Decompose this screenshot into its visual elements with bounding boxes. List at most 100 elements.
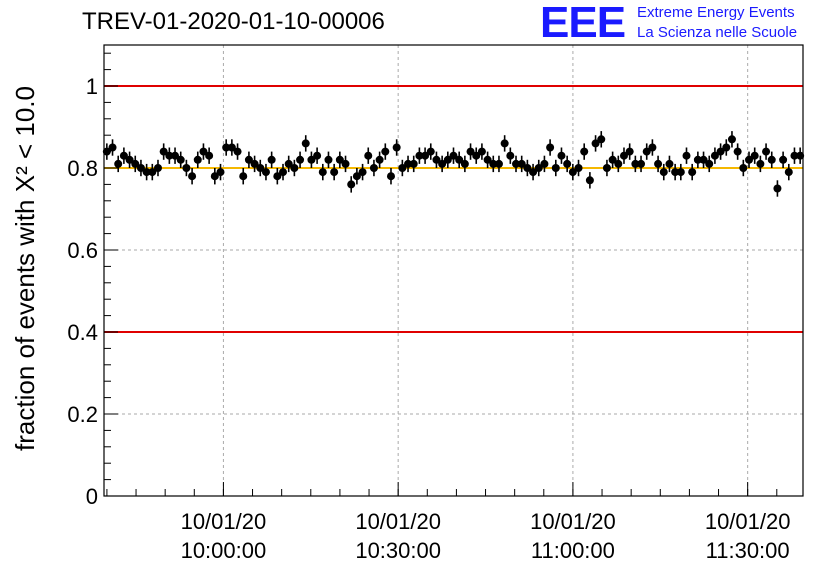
chart-title: TREV-01-2020-01-10-00006 bbox=[82, 8, 385, 35]
logo-line-1: Extreme Energy Events bbox=[637, 4, 795, 21]
data-point bbox=[443, 155, 452, 164]
data-point bbox=[142, 168, 151, 177]
data-point bbox=[222, 143, 231, 152]
data-point bbox=[580, 147, 589, 156]
data-point bbox=[199, 147, 208, 156]
data-point bbox=[131, 159, 140, 168]
data-point bbox=[654, 159, 663, 168]
data-point bbox=[489, 159, 498, 168]
data-point bbox=[324, 155, 333, 164]
data-point bbox=[705, 159, 714, 168]
data-point bbox=[710, 151, 719, 160]
data-point bbox=[119, 151, 128, 160]
data-point bbox=[313, 151, 322, 160]
x-tick-time: 10:00:00 bbox=[181, 538, 267, 563]
data-point bbox=[699, 155, 708, 164]
data-point bbox=[210, 172, 219, 181]
y-tick-label: 0.4 bbox=[67, 320, 98, 345]
data-point bbox=[551, 164, 560, 172]
data-point bbox=[568, 168, 577, 177]
data-point bbox=[341, 159, 350, 168]
eee-logo-mark: EEE bbox=[540, 0, 626, 47]
y-tick-label: 0 bbox=[86, 484, 98, 509]
data-point bbox=[466, 147, 475, 156]
data-point bbox=[318, 168, 327, 177]
x-tick-time: 10:30:00 bbox=[355, 538, 441, 563]
data-point bbox=[671, 168, 680, 177]
data-point bbox=[279, 168, 288, 177]
eee-logo-text: Extreme Energy Events La Scienza nelle S… bbox=[637, 3, 797, 43]
data-point bbox=[455, 155, 464, 164]
y-axis: 0 0.2 0.4 0.6 0.8 1 bbox=[67, 52, 118, 509]
data-point bbox=[375, 155, 384, 164]
data-point bbox=[148, 168, 157, 177]
x-tick-date: 10/01/20 bbox=[705, 509, 791, 534]
data-point bbox=[301, 139, 310, 148]
data-point bbox=[739, 164, 748, 172]
data-point bbox=[426, 147, 435, 156]
data-point bbox=[756, 159, 765, 168]
data-point bbox=[693, 155, 702, 164]
data-point bbox=[347, 180, 356, 189]
data-point bbox=[733, 147, 742, 156]
data-point bbox=[330, 168, 339, 177]
data-point bbox=[722, 143, 731, 152]
data-point bbox=[432, 155, 441, 164]
data-point bbox=[176, 155, 185, 164]
data-point bbox=[171, 151, 180, 160]
plot-frame bbox=[103, 44, 804, 497]
data-point bbox=[114, 159, 123, 168]
data-point bbox=[449, 151, 458, 160]
data-points bbox=[102, 131, 805, 197]
data-point bbox=[267, 155, 276, 164]
data-point bbox=[779, 155, 788, 164]
logo-line-2: La Scienza nelle Scuole bbox=[637, 24, 798, 41]
data-point bbox=[244, 155, 253, 164]
data-point bbox=[773, 184, 782, 193]
data-point bbox=[676, 168, 685, 177]
data-point bbox=[227, 143, 236, 152]
reference-lines bbox=[104, 85, 803, 333]
data-point bbox=[796, 151, 805, 160]
data-point bbox=[494, 159, 503, 168]
data-point bbox=[477, 147, 486, 156]
data-point bbox=[398, 164, 407, 172]
data-point bbox=[250, 159, 259, 168]
data-point bbox=[529, 168, 538, 177]
data-point bbox=[335, 155, 344, 164]
data-point bbox=[364, 151, 373, 160]
data-point bbox=[597, 135, 606, 144]
data-point bbox=[625, 147, 634, 156]
data-point bbox=[256, 164, 265, 172]
data-point bbox=[415, 151, 424, 160]
data-point bbox=[727, 135, 736, 144]
data-point bbox=[182, 164, 191, 172]
data-point bbox=[762, 147, 771, 156]
data-point bbox=[421, 151, 430, 160]
data-point bbox=[438, 159, 447, 168]
x-tick-time: 11:00:00 bbox=[531, 538, 615, 563]
data-point bbox=[767, 155, 776, 164]
data-point bbox=[534, 164, 543, 172]
data-point bbox=[648, 143, 657, 152]
data-point bbox=[716, 147, 725, 156]
data-point bbox=[563, 159, 572, 168]
data-point bbox=[165, 151, 174, 160]
data-point bbox=[369, 164, 378, 172]
data-point bbox=[637, 159, 646, 168]
y-tick-label: 0.8 bbox=[67, 156, 98, 181]
data-point bbox=[614, 159, 623, 168]
data-point bbox=[659, 168, 668, 177]
data-point bbox=[472, 151, 481, 160]
data-point bbox=[386, 172, 395, 181]
data-point bbox=[284, 159, 293, 168]
data-point bbox=[108, 143, 117, 152]
data-point bbox=[404, 159, 413, 168]
data-point bbox=[136, 164, 145, 172]
data-point bbox=[273, 172, 282, 181]
x-tick-time: 11:30:00 bbox=[706, 538, 790, 563]
data-point bbox=[784, 168, 793, 177]
data-point bbox=[585, 176, 594, 185]
x-tick-date: 10/01/20 bbox=[530, 509, 616, 534]
data-point bbox=[688, 168, 697, 177]
